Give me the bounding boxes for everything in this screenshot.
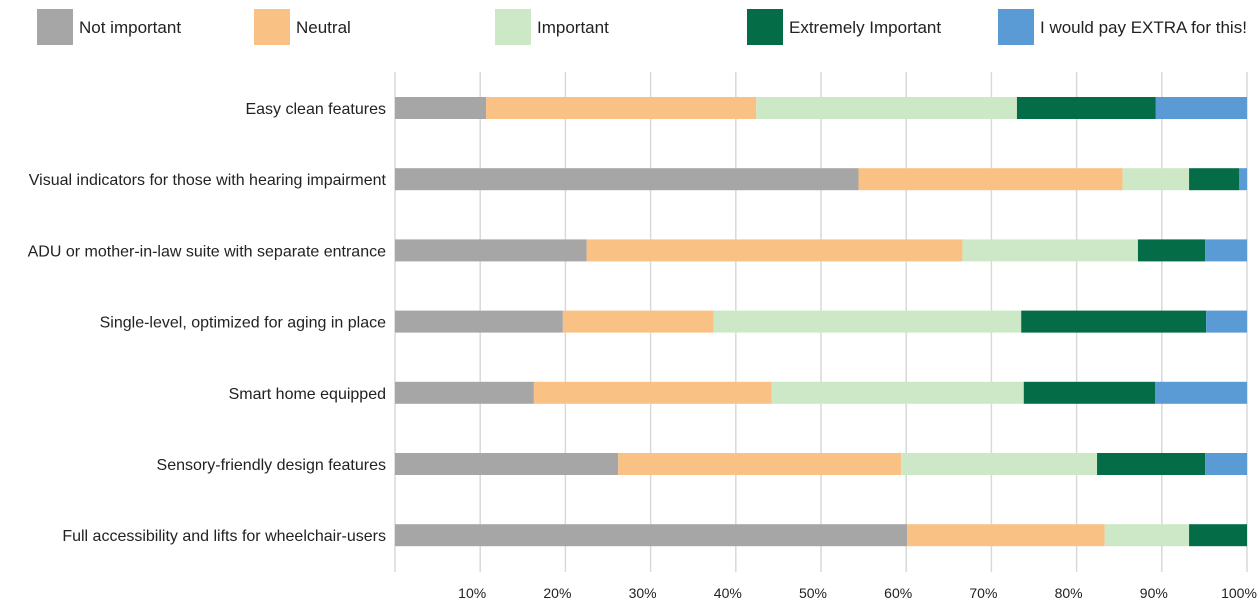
legend-label-extremely-important: Extremely Important [789, 18, 941, 37]
bar-segment-not-important-sensory-friendly-design-features [395, 453, 619, 475]
bar-segment-important-sensory-friendly-design-features [901, 453, 1098, 475]
tick-label-40: 40% [714, 585, 742, 601]
bar-segment-neutral-adu-or-mother-in-law-suite-with-separate-entrance [586, 239, 963, 262]
bar-segment-not-important-smart-home-equipped [395, 381, 534, 404]
bar-segment-extremely-important-sensory-friendly-design-features [1097, 453, 1206, 475]
legend-swatch-not-important [37, 9, 73, 45]
bar-segment-important-adu-or-mother-in-law-suite-with-separate-entrance [962, 239, 1138, 262]
bar-segment-important-full-accessibility-and-lifts-for-wheelchair-users [1104, 524, 1190, 547]
tick-label-70: 70% [969, 585, 997, 601]
bar-segment-not-important-visual-indicators-for-those-with-hearing-impairment [395, 168, 859, 191]
x-axis-tick-labels: 10% 20% 30% 40% 50% 60% 70% 80% 90% 100% [458, 585, 1257, 601]
legend-label-not-important: Not important [79, 18, 181, 37]
bar-segment-neutral-smart-home-equipped [533, 381, 772, 404]
legend-label-i-would-pay-extra-for-this: I would pay EXTRA for this! [1040, 18, 1247, 37]
bar-segment-important-smart-home-equipped [771, 381, 1024, 404]
category-label-adu-or-mother-in-law-suite-with-separate-entrance: ADU or mother-in-law suite with separate… [28, 243, 386, 260]
category-label-smart-home-equipped: Smart home equipped [229, 386, 386, 403]
category-label-single-level-optimized-for-aging-in-place: Single-level, optimized for aging in pla… [100, 315, 386, 332]
bar-segment-important-easy-clean-features [756, 97, 1017, 119]
legend-swatch-important [495, 9, 531, 45]
tick-label-20: 20% [543, 585, 571, 601]
category-labels: Easy clean features Visual indicators for… [28, 101, 387, 545]
bar-segment-not-important-adu-or-mother-in-law-suite-with-separate-entrance [395, 239, 587, 262]
bar-segment-extremely-important-single-level-optimized-for-aging-in-place [1021, 310, 1207, 333]
category-label-visual-indicators-for-those-with-hearing-impairment: Visual indicators for those with hearing… [29, 172, 387, 189]
bar-segment-i-would-pay-extra-for-this-visual-indicators-for-those-with-hearing-impairment [1239, 168, 1247, 191]
bar-segment-i-would-pay-extra-for-this-smart-home-equipped [1154, 381, 1247, 404]
tick-label-30: 30% [629, 585, 657, 601]
tick-label-90: 90% [1140, 585, 1168, 601]
bar-segment-i-would-pay-extra-for-this-sensory-friendly-design-features [1205, 453, 1247, 475]
category-label-full-accessibility-and-lifts-for-wheelchair-users: Full accessibility and lifts for wheelch… [62, 528, 386, 545]
bar-segment-i-would-pay-extra-for-this-single-level-optimized-for-aging-in-place [1206, 310, 1247, 333]
category-label-sensory-friendly-design-features: Sensory-friendly design features [157, 457, 386, 474]
tick-label-10: 10% [458, 585, 486, 601]
bar-segment-not-important-single-level-optimized-for-aging-in-place [395, 310, 563, 333]
bar-segment-extremely-important-easy-clean-features [1016, 97, 1156, 119]
legend-swatch-neutral [254, 9, 290, 45]
bar-segment-neutral-sensory-friendly-design-features [618, 453, 902, 475]
tick-label-60: 60% [884, 585, 912, 601]
bar-segment-neutral-single-level-optimized-for-aging-in-place [562, 310, 714, 333]
legend-label-neutral: Neutral [296, 18, 351, 37]
bars [395, 97, 1247, 547]
bar-segment-extremely-important-full-accessibility-and-lifts-for-wheelchair-users [1189, 524, 1247, 547]
bar-segment-extremely-important-visual-indicators-for-those-with-hearing-impairment [1189, 168, 1240, 191]
bar-segment-neutral-visual-indicators-for-those-with-hearing-impairment [858, 168, 1123, 191]
bar-segment-neutral-easy-clean-features [486, 97, 757, 119]
bar-segment-i-would-pay-extra-for-this-easy-clean-features [1155, 97, 1247, 119]
legend-swatch-i-would-pay-extra-for-this [998, 9, 1034, 45]
bar-segment-neutral-full-accessibility-and-lifts-for-wheelchair-users [907, 524, 1105, 547]
tick-label-50: 50% [799, 585, 827, 601]
legend-swatch-extremely-important [747, 9, 783, 45]
legend-label-important: Important [537, 18, 609, 37]
bar-segment-i-would-pay-extra-for-this-adu-or-mother-in-law-suite-with-separate-entrance [1205, 239, 1247, 262]
bar-segment-important-visual-indicators-for-those-with-hearing-impairment [1122, 168, 1190, 191]
legend: Not important Neutral Important Extremely I… [37, 9, 1247, 45]
bar-segment-important-single-level-optimized-for-aging-in-place [713, 310, 1022, 333]
bar-segment-extremely-important-adu-or-mother-in-law-suite-with-separate-entrance [1137, 239, 1206, 262]
bar-segment-not-important-easy-clean-features [395, 97, 487, 119]
tick-label-100: 100% [1221, 585, 1257, 601]
bar-segment-not-important-full-accessibility-and-lifts-for-wheelchair-users [395, 524, 908, 547]
bar-segment-extremely-important-smart-home-equipped [1023, 381, 1155, 404]
tick-label-80: 80% [1055, 585, 1083, 601]
category-label-easy-clean-features: Easy clean features [245, 101, 386, 118]
